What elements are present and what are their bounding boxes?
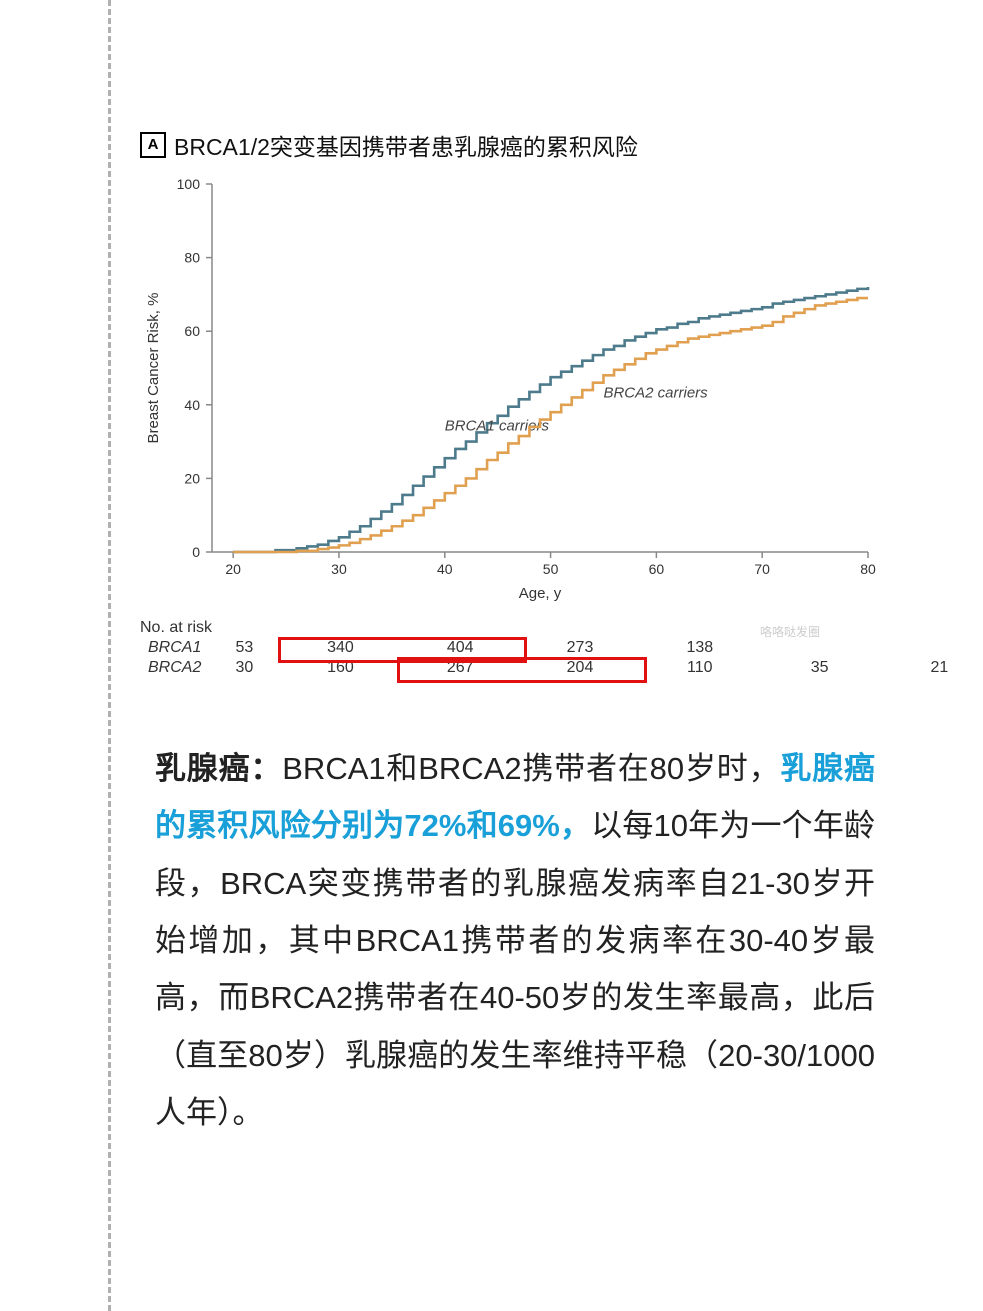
cumulative-risk-chart: 0 20 40 60 80 100 20 30 40 50 60 70 80 Age, y Breast C…: [140, 166, 880, 606]
risk-cell: 110: [641, 659, 759, 677]
risk-row-label: BRCA1: [142, 639, 207, 657]
svg-text:70: 70: [754, 561, 770, 577]
risk-cell: [761, 639, 879, 657]
svg-text:Breast Cancer Risk, %: Breast Cancer Risk, %: [145, 293, 162, 444]
svg-text:40: 40: [184, 397, 200, 413]
svg-text:80: 80: [184, 250, 200, 266]
risk-cell: 30: [209, 659, 279, 677]
risk-cell: [881, 639, 983, 657]
quote-left-border: [108, 0, 111, 1311]
paragraph-lead: 乳腺癌：: [155, 751, 282, 786]
svg-text:20: 20: [184, 470, 200, 486]
risk-cell: 53: [209, 639, 279, 657]
risk-cell: 404: [401, 639, 519, 657]
paragraph-seg1: BRCA1和BRCA2携带者在80岁时，: [282, 751, 780, 786]
risk-cell: 273: [521, 639, 639, 657]
svg-text:0: 0: [192, 544, 200, 560]
svg-text:50: 50: [543, 561, 559, 577]
number-at-risk-table: No. at risk BRCA153340404273138BRCA23016…: [140, 619, 880, 679]
risk-cell: 21: [881, 659, 983, 677]
risk-table-body: BRCA153340404273138 BRCA23016026720411035…: [140, 637, 983, 679]
risk-cell: 35: [761, 659, 879, 677]
svg-text:Age, y: Age, y: [519, 585, 562, 602]
svg-text:20: 20: [225, 561, 241, 577]
risk-cell: 204: [521, 659, 639, 677]
svg-text:80: 80: [860, 561, 876, 577]
figure-a: A BRCA1/2突变基因携带者患乳腺癌的累积风险 0 20 40 60 80 100 20…: [140, 128, 880, 679]
paragraph-seg2: 以每10年为一个年龄段，BRCA突变携带者的乳腺癌发病率自21-30岁开始增加，…: [155, 808, 875, 1130]
watermark-text: 咯咯哒发圈: [760, 623, 820, 640]
svg-text:40: 40: [437, 561, 453, 577]
svg-text:BRCA2 carriers: BRCA2 carriers: [603, 384, 708, 401]
risk-cell: 340: [282, 639, 400, 657]
risk-cell: 138: [641, 639, 759, 657]
svg-text:60: 60: [184, 323, 200, 339]
panel-label: A: [140, 132, 166, 158]
svg-text:60: 60: [649, 561, 665, 577]
svg-text:100: 100: [177, 176, 201, 192]
risk-cell: 267: [401, 659, 519, 677]
chart-title: BRCA1/2突变基因携带者患乳腺癌的累积风险: [174, 128, 638, 162]
page: A BRCA1/2突变基因携带者患乳腺癌的累积风险 0 20 40 60 80 100 20…: [0, 0, 983, 1311]
svg-text:30: 30: [331, 561, 347, 577]
risk-cell: 160: [282, 659, 400, 677]
chart-title-row: A BRCA1/2突变基因携带者患乳腺癌的累积风险: [140, 128, 880, 162]
risk-row-label: BRCA2: [142, 659, 207, 677]
body-paragraph: 乳腺癌：BRCA1和BRCA2携带者在80岁时，乳腺癌的累积风险分别为72%和6…: [155, 740, 875, 1141]
